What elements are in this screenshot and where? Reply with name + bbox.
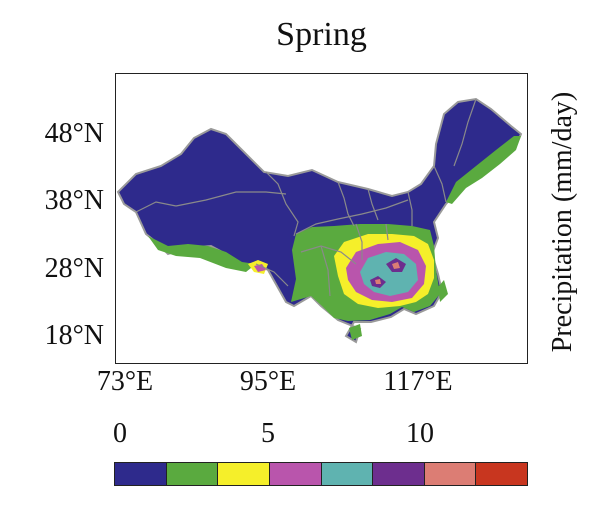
colorbar-swatch xyxy=(115,463,166,485)
colorbar-tick-0: 0 xyxy=(113,418,127,449)
precip-band-green-west xyxy=(148,236,256,272)
colorbar-swatch xyxy=(268,463,321,485)
internal-boundaries xyxy=(135,98,477,297)
precip-band-magenta-west xyxy=(254,264,266,272)
colorbar-label: Precipitation (mm/day) xyxy=(547,91,578,353)
colorbar-tick-5: 5 xyxy=(261,418,275,449)
lon-tick-73: 73°E xyxy=(96,366,154,397)
precip-band-green-taiwan xyxy=(438,280,448,302)
map-panel xyxy=(115,73,528,364)
lat-tick-28: 28°N xyxy=(44,253,104,284)
colorbar-swatch xyxy=(320,463,373,485)
colorbar-swatch xyxy=(372,463,424,485)
colorbar xyxy=(114,462,528,486)
colorbar-swatch xyxy=(165,463,218,485)
colorbar-swatch xyxy=(475,463,527,485)
lon-tick-117: 117°E xyxy=(383,366,453,397)
colorbar-tick-10: 10 xyxy=(406,418,434,449)
precip-band-green-northeast xyxy=(446,136,521,204)
lat-tick-38: 38°N xyxy=(44,185,104,216)
lon-tick-95: 95°E xyxy=(239,366,297,397)
lat-tick-48: 48°N xyxy=(44,118,104,149)
colorbar-swatch xyxy=(217,463,269,485)
map-title: Spring xyxy=(276,16,367,53)
precip-band-salmon-south xyxy=(375,279,381,284)
precip-band-green-hainan xyxy=(349,324,362,340)
land-region xyxy=(116,97,523,344)
precip-band-salmon-north xyxy=(392,262,400,269)
lat-tick-18: 18°N xyxy=(44,320,104,351)
china-precipitation-map xyxy=(116,97,523,344)
colorbar-swatch xyxy=(423,463,476,485)
